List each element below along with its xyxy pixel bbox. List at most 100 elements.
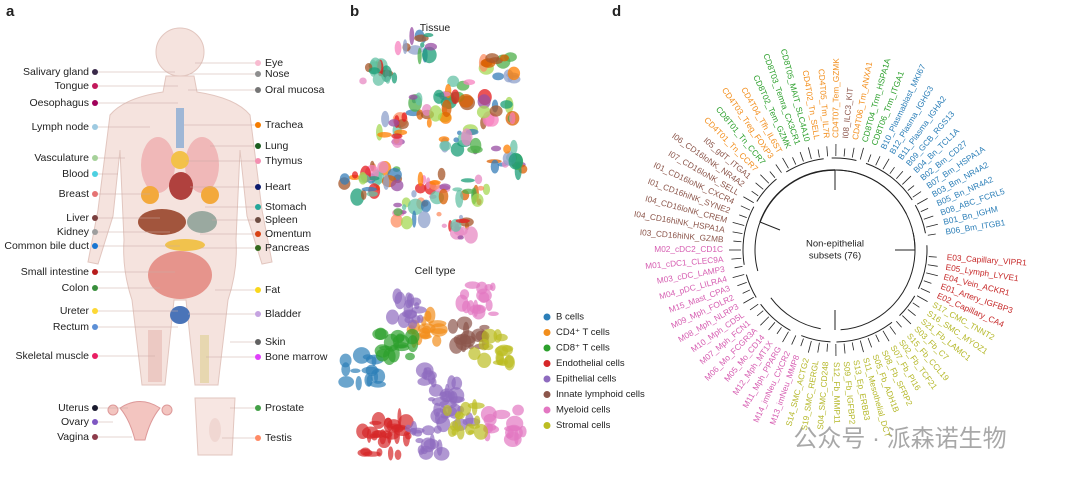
dendrogram-leaf [927, 264, 938, 267]
panel-label: b [350, 3, 359, 20]
dendrogram-leaf [916, 295, 928, 302]
trachea [176, 108, 184, 148]
dendrogram-leaf [742, 289, 751, 294]
umap-point-cloud [410, 427, 425, 434]
breast [141, 186, 159, 204]
umap-point-cloud [404, 310, 417, 319]
umap-point-cloud [490, 159, 500, 174]
umap-point-cloud [379, 345, 393, 350]
dendrogram-leaf [923, 280, 932, 284]
umap-point-cloud [385, 75, 391, 84]
legend-swatch [543, 344, 551, 352]
umap-point-cloud [417, 171, 424, 187]
umap-point-cloud [510, 139, 518, 155]
organ-label: Lymph node [32, 121, 90, 133]
umap-point-cloud [483, 343, 494, 351]
umap-point-cloud [507, 428, 514, 439]
leaf-label: CD4T07_Tem_GZMK [830, 58, 841, 138]
umap-point-cloud [492, 360, 507, 366]
dendrogram-leaf [875, 156, 881, 166]
umap-point-cloud [460, 178, 475, 183]
umap-point-cloud [391, 72, 398, 84]
dendrogram-leaf [740, 205, 751, 211]
dendrogram-leaf [859, 340, 864, 353]
umap-point-cloud [388, 119, 400, 127]
umap-point-cloud [372, 328, 389, 340]
umap-point-cloud [476, 105, 491, 119]
umap-point-cloud [449, 420, 459, 431]
umap-point-cloud [371, 411, 386, 429]
legend-label: Myeloid cells [556, 405, 611, 416]
legend-swatch [543, 360, 551, 367]
umap-point-cloud [485, 299, 493, 312]
umap-point-cloud [390, 214, 403, 228]
organ-dot [255, 217, 261, 223]
umap-point-cloud [407, 335, 419, 353]
umap-point-cloud [432, 335, 442, 347]
umap-point-cloud [433, 402, 441, 417]
dendrogram-leaf [743, 196, 754, 204]
umap-point-cloud [408, 94, 418, 100]
umap-point-cloud [383, 417, 393, 433]
umap-point-cloud [423, 33, 434, 38]
umap-point-cloud [441, 99, 452, 118]
umap-title: Tissue [420, 22, 451, 34]
umap-point-cloud [415, 437, 424, 444]
umap-point-cloud [425, 306, 436, 324]
breast [201, 186, 219, 204]
umap-point-cloud [351, 171, 359, 179]
umap-point-cloud [490, 282, 496, 292]
legend-swatch [543, 406, 551, 414]
umap-point-cloud [455, 218, 470, 223]
organ-label: Pancreas [265, 242, 309, 254]
umap-point-cloud [458, 214, 464, 220]
umap-point-cloud [392, 135, 403, 148]
dendrogram-leaf [927, 233, 936, 236]
umap-point-cloud [481, 328, 498, 344]
dendrogram-arc [834, 169, 916, 251]
organ-label: Oesophagus [29, 97, 89, 109]
organ-label: Small intestine [21, 266, 89, 278]
umap-point-cloud [441, 223, 447, 228]
organ-label: Liver [66, 212, 89, 224]
umap-point-cloud [499, 54, 509, 62]
legend-swatch [543, 375, 551, 383]
umap-point-cloud [433, 89, 445, 104]
legend-swatch [543, 313, 551, 321]
umap-point-cloud [407, 319, 418, 330]
umap-point-cloud [437, 167, 446, 181]
organ-label: Common bile duct [4, 240, 89, 252]
umap-point-cloud [508, 152, 523, 170]
organ-label: Skin [265, 336, 286, 348]
bladder [170, 306, 190, 324]
organ-dot [255, 158, 261, 164]
organ-dot [255, 311, 261, 317]
umap-point-cloud [401, 204, 407, 211]
tissue-umap [338, 27, 528, 244]
umap-point-cloud [514, 429, 519, 445]
organ-dot [92, 229, 98, 235]
umap-point-cloud [383, 174, 390, 190]
umap-point-cloud [503, 144, 511, 154]
dendrogram-leaf [826, 146, 829, 157]
pancreas [165, 239, 205, 251]
umap-point-cloud [468, 347, 481, 361]
organ-label: Tongue [55, 80, 90, 92]
organ-label: Uterus [58, 402, 89, 414]
dendrogram-leaf [732, 231, 743, 234]
organ-label: Oral mucosa [265, 84, 325, 96]
umap-point-cloud [402, 39, 408, 55]
stomach [187, 211, 217, 233]
organ-dot [92, 308, 98, 314]
umap-point-cloud [451, 376, 463, 390]
organ-label: Vasculature [34, 152, 89, 164]
body-illustration [87, 27, 273, 456]
umap-point-cloud [393, 208, 403, 216]
umap-point-cloud [512, 404, 524, 416]
umap-point-cloud [426, 117, 432, 128]
dendrogram-leaf [920, 288, 931, 293]
organ-label: Trachea [265, 119, 303, 131]
dendrogram-leaf [896, 320, 902, 328]
liver [138, 209, 186, 235]
legend-label: B cells [556, 312, 584, 323]
